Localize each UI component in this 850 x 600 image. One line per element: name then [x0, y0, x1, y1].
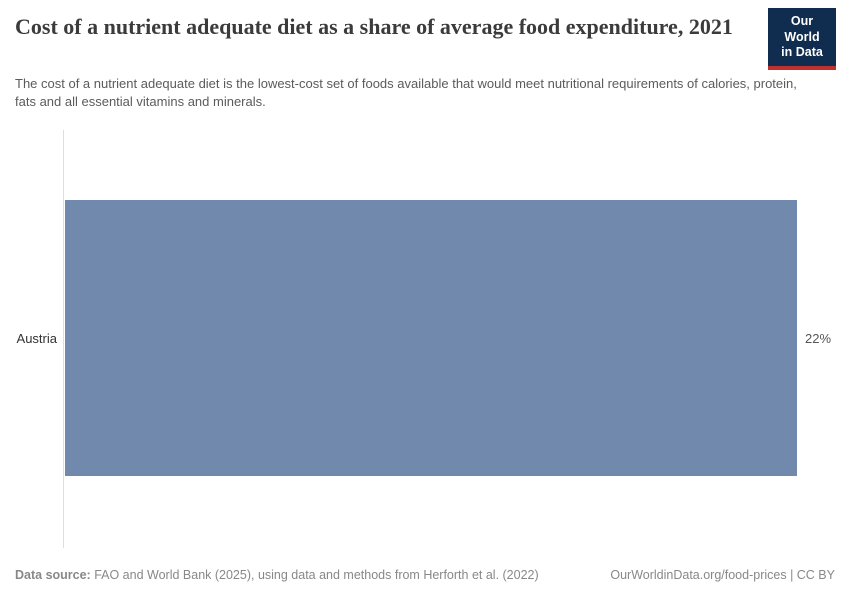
credit-link[interactable]: OurWorldinData.org/food-prices | CC BY — [610, 568, 835, 582]
owid-logo: Our World in Data — [768, 8, 836, 70]
y-axis-line — [63, 130, 64, 548]
chart-subtitle: The cost of a nutrient adequate diet is … — [15, 76, 797, 109]
bar-austria[interactable] — [65, 200, 797, 476]
owid-logo-line1: Our World — [784, 14, 820, 44]
data-source-label: Data source: — [15, 568, 91, 582]
page-title: Cost of a nutrient adequate diet as a sh… — [15, 14, 733, 39]
chart-footer: Data source: FAO and World Bank (2025), … — [15, 568, 835, 582]
data-source: Data source: FAO and World Bank (2025), … — [15, 568, 539, 582]
value-label: 22% — [805, 331, 832, 346]
entity-label: Austria — [16, 331, 57, 346]
data-source-text: FAO and World Bank (2025), using data an… — [90, 568, 539, 582]
owid-logo-line2: in Data — [781, 45, 823, 60]
